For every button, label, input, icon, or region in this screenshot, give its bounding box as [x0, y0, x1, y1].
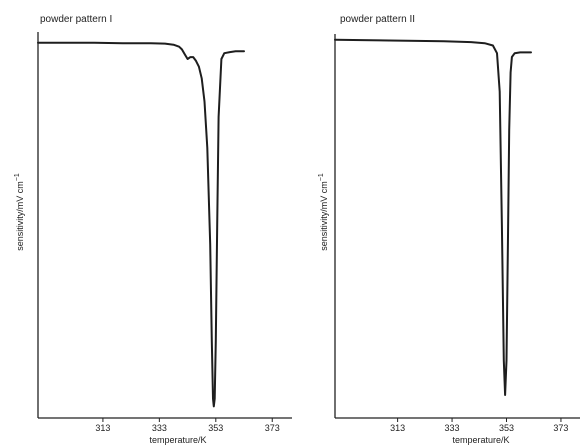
panel-2-series	[334, 38, 532, 396]
x-tick-label-353: 353	[499, 423, 514, 433]
panel-powder-pattern-1: powder pattern I sensitivity/mV cm−1 tem…	[14, 14, 292, 445]
panel-2-title: powder pattern II	[340, 14, 415, 25]
x-tick-label-353: 353	[208, 423, 223, 433]
x-tick-label-333: 333	[445, 423, 460, 433]
panel-2-ylabel: sensitivity/mV cm−1	[318, 173, 329, 251]
panel-1-series	[37, 41, 245, 408]
panel-1-x-ticks: 313 333 353 373	[95, 418, 280, 433]
series-1-line	[37, 41, 245, 408]
panel-powder-pattern-2: powder pattern II sensitivity/mV cm−1 te…	[318, 14, 580, 445]
panel-1-title: powder pattern I	[40, 14, 112, 25]
panel-1-axes	[37, 32, 292, 419]
panel-1-xlabel: temperature/K	[149, 435, 206, 445]
panel-2-x-ticks: 313 333 353 373	[390, 418, 568, 433]
panel-1-ylabel: sensitivity/mV cm−1	[14, 173, 25, 251]
panel-2-axes	[334, 34, 580, 419]
x-tick-label-373: 373	[553, 423, 568, 433]
x-tick-label-333: 333	[152, 423, 167, 433]
x-tick-label-313: 313	[390, 423, 405, 433]
panel-2-xlabel: temperature/K	[452, 435, 509, 445]
series-2-line	[334, 38, 532, 396]
x-tick-label-313: 313	[95, 423, 110, 433]
x-tick-label-373: 373	[265, 423, 280, 433]
